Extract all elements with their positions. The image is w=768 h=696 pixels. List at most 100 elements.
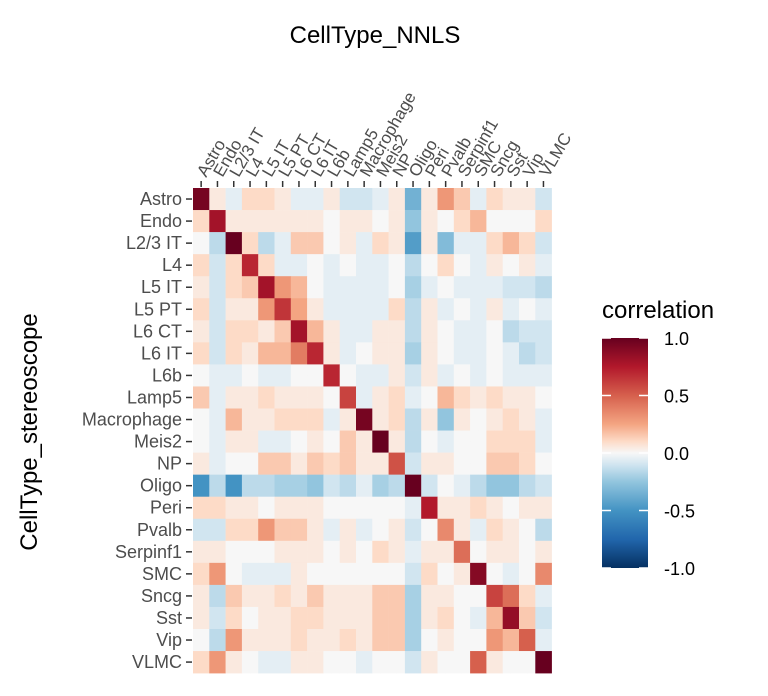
- heatmap-cell: [486, 562, 503, 586]
- heatmap-cell: [486, 276, 503, 299]
- heatmap-cell: [372, 342, 389, 365]
- legend-title: correlation: [602, 297, 714, 324]
- heatmap-cell: [502, 562, 520, 586]
- heatmap-cell: [502, 474, 520, 497]
- heatmap-cell: [453, 232, 471, 255]
- heatmap-cell: [290, 276, 308, 299]
- heatmap-cell: [307, 298, 324, 321]
- heatmap-cell: [241, 540, 259, 564]
- heatmap-cell: [274, 342, 292, 365]
- heatmap-cell: [519, 629, 536, 652]
- heatmap-cell: [356, 364, 373, 387]
- heatmap-cell: [519, 584, 536, 608]
- heatmap-cell: [421, 188, 438, 211]
- heatmap-cell: [241, 276, 259, 299]
- heatmap-cell: [372, 606, 389, 630]
- heatmap-cell: [209, 342, 226, 365]
- heatmap-cell: [193, 210, 210, 233]
- heatmap-cell: [209, 232, 226, 255]
- heatmap-cell: [404, 254, 422, 277]
- heatmap-cell: [372, 364, 389, 387]
- heatmap-cell: [209, 584, 226, 608]
- heatmap-cell: [241, 518, 259, 542]
- heatmap-cell: [437, 518, 455, 542]
- heatmap-cell: [323, 430, 340, 453]
- y-tick-label: L6b: [152, 365, 182, 385]
- y-tick-label: Sncg: [141, 586, 182, 606]
- heatmap-cell: [470, 430, 487, 453]
- heatmap-cell: [372, 651, 389, 674]
- heatmap-cell: [241, 408, 259, 431]
- heatmap-cell: [470, 210, 487, 233]
- heatmap-cell: [241, 606, 259, 630]
- y-tick-label: Oligo: [140, 476, 182, 496]
- heatmap-cell: [486, 386, 503, 409]
- heatmap-cell: [453, 629, 471, 652]
- heatmap-cell: [470, 320, 487, 343]
- heatmap-cell: [502, 496, 520, 520]
- y-tick-label: L5 IT: [141, 277, 182, 297]
- heatmap-cell: [519, 188, 536, 211]
- heatmap-cell: [421, 364, 438, 387]
- heatmap-cell: [535, 386, 552, 409]
- heatmap-cell: [356, 452, 373, 475]
- heatmap-cell: [339, 320, 357, 343]
- heatmap-cell: [437, 254, 455, 277]
- heatmap-cell: [453, 188, 471, 211]
- heatmap-cell: [290, 298, 308, 321]
- chart-title: CellType_NNLS: [290, 22, 461, 49]
- heatmap-cell: [519, 540, 536, 564]
- heatmap-cell: [437, 320, 455, 343]
- heatmap-cell: [535, 276, 552, 299]
- heatmap-cell: [437, 430, 455, 453]
- heatmap-cell: [339, 496, 357, 520]
- heatmap-cell: [225, 188, 243, 211]
- heatmap-cell: [470, 651, 487, 674]
- heatmap-cell: [356, 386, 373, 409]
- heatmap-cell: [225, 430, 243, 453]
- heatmap-cell: [437, 651, 455, 674]
- heatmap-cell: [274, 518, 292, 542]
- y-tick-label: NP: [157, 454, 182, 474]
- heatmap-cell: [421, 342, 438, 365]
- heatmap-cell: [241, 584, 259, 608]
- heatmap-cell: [307, 629, 324, 652]
- heatmap-cell: [453, 408, 471, 431]
- y-tick-label: Endo: [140, 211, 182, 231]
- heatmap-cell: [356, 518, 373, 542]
- heatmap-cell: [290, 210, 308, 233]
- heatmap-cell: [486, 342, 503, 365]
- heatmap-cell: [388, 629, 406, 652]
- heatmap-cell: [437, 496, 455, 520]
- heatmap-cell: [307, 474, 324, 497]
- heatmap-cell: [437, 584, 455, 608]
- heatmap-cell: [519, 518, 536, 542]
- heatmap-cell: [290, 188, 308, 211]
- heatmap-cell: [225, 474, 243, 497]
- heatmap-cell: [372, 540, 389, 564]
- heatmap-cell: [339, 474, 357, 497]
- heatmap-cell: [258, 320, 275, 343]
- heatmap-cell: [470, 276, 487, 299]
- heatmap-cell: [290, 430, 308, 453]
- heatmap-cell: [470, 496, 487, 520]
- heatmap-cell: [519, 342, 536, 365]
- heatmap-cell: [502, 452, 520, 475]
- heatmap-cell: [356, 606, 373, 630]
- heatmap-cell: [258, 188, 275, 211]
- heatmap-cell: [519, 298, 536, 321]
- heatmap-cell: [502, 518, 520, 542]
- heatmap-cell: [404, 651, 422, 674]
- heatmap-cell: [258, 298, 275, 321]
- heatmap-cell: [258, 232, 275, 255]
- heatmap-cell: [502, 364, 520, 387]
- heatmap-cell: [453, 320, 471, 343]
- heatmap-cell: [339, 584, 357, 608]
- heatmap-cell: [274, 452, 292, 475]
- heatmap-cell: [241, 651, 259, 674]
- heatmap-cell: [225, 496, 243, 520]
- heatmap-cell: [274, 210, 292, 233]
- heatmap-cell: [356, 474, 373, 497]
- heatmap-cell: [209, 320, 226, 343]
- heatmap-cell: [470, 540, 487, 564]
